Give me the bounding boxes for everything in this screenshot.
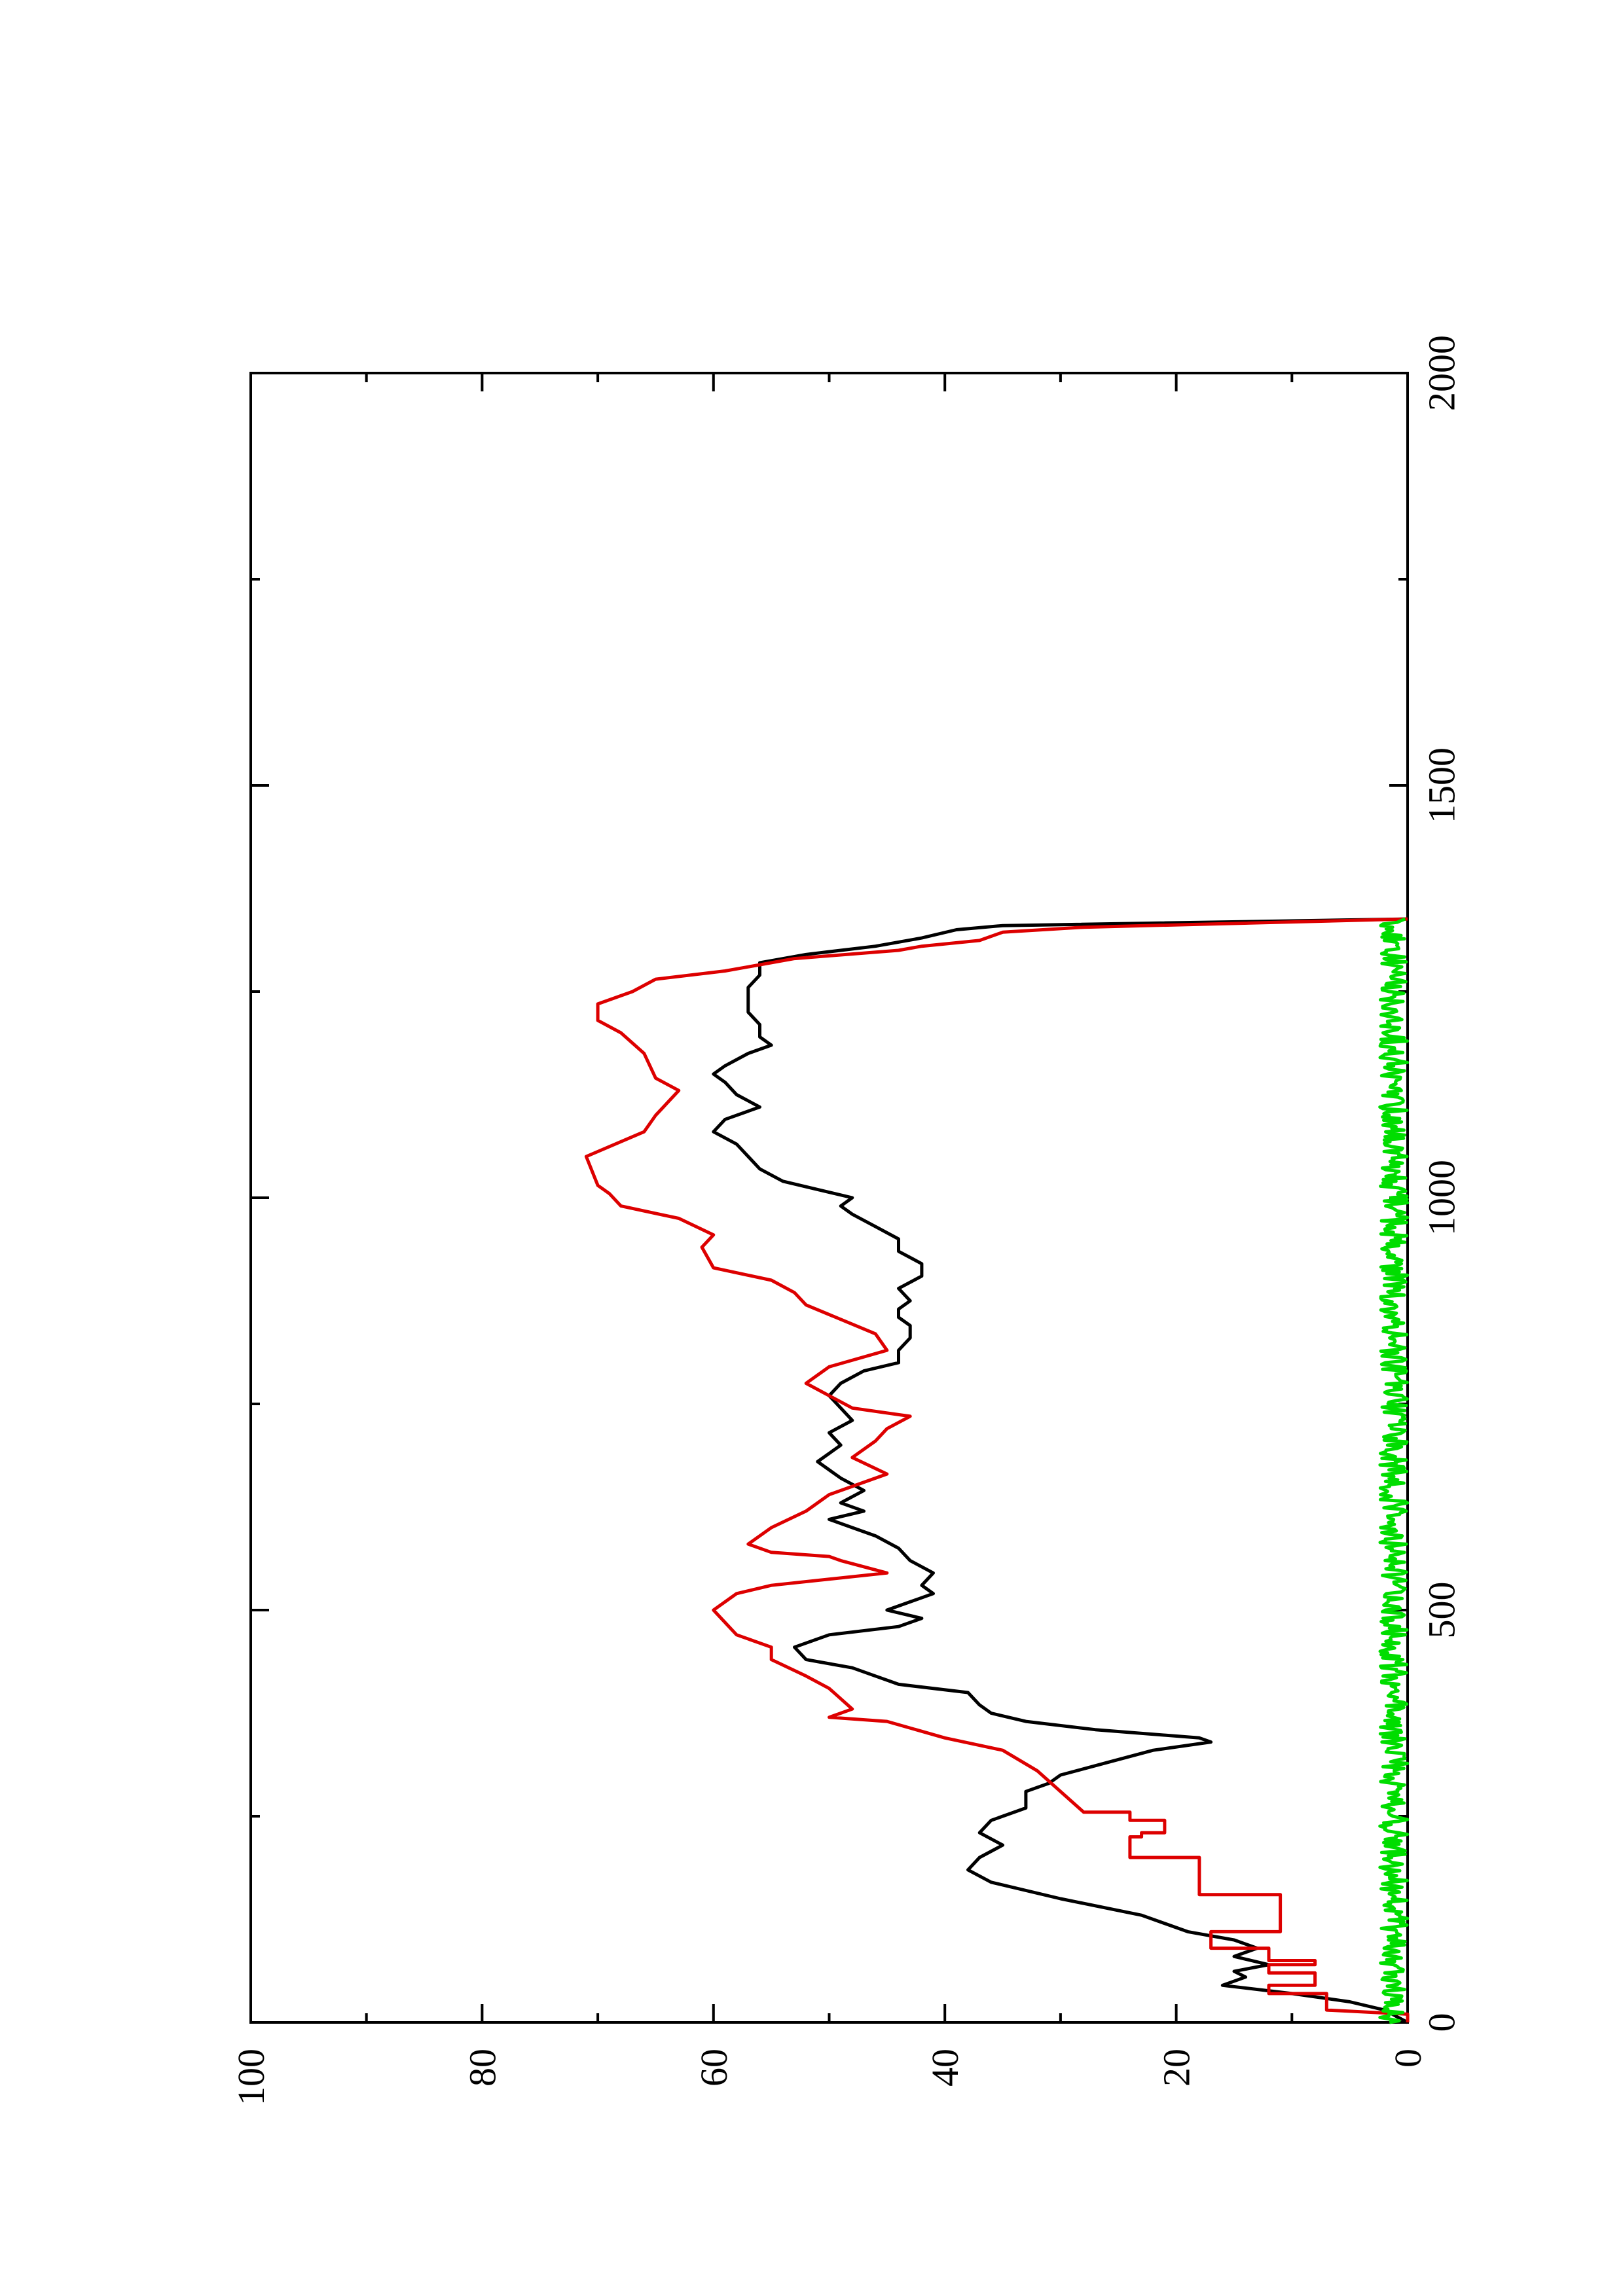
plot-area: 0 500 1000 1500 2000 0 20 40 60 80 100	[230, 335, 1463, 2106]
y-tick-label: 60	[693, 2049, 735, 2087]
plot-frame	[249, 372, 1409, 2024]
y-tick-label: 100	[230, 2049, 272, 2106]
red-series-line	[584, 917, 1410, 2022]
y-tick-label: 0	[1387, 2049, 1429, 2068]
x-tick-label: 1500	[1421, 747, 1463, 823]
y-tick-label: 40	[924, 2049, 966, 2087]
x-tick-label: 2000	[1421, 335, 1463, 411]
y-tick-label: 20	[1156, 2049, 1198, 2087]
black-series-line	[712, 917, 1409, 2024]
green-series-line	[1378, 917, 1410, 2024]
y-tick-label: 80	[461, 2049, 503, 2087]
x-tick-label: 1000	[1421, 1160, 1463, 1236]
x-tick-label: 0	[1421, 2013, 1463, 2032]
x-tick-label: 500	[1421, 1582, 1463, 1639]
